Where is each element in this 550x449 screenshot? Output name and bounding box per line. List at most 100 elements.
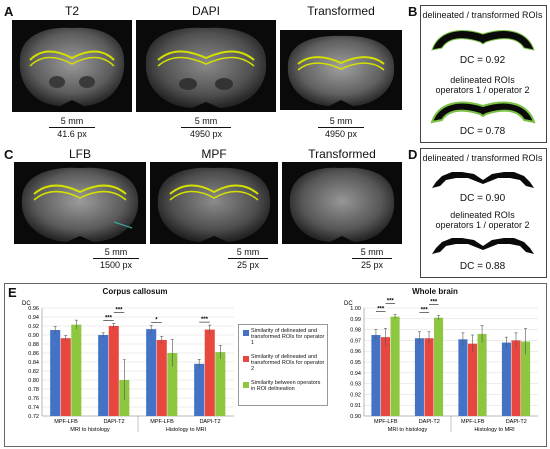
panel-e-box xyxy=(4,283,547,447)
y-tick-label: 0.80 xyxy=(28,378,39,384)
y-tick-label: 0.91 xyxy=(350,403,361,409)
y-tick-label: 0.99 xyxy=(350,317,361,323)
group-label: Histology to MRI xyxy=(166,427,207,433)
y-tick-label: 0.92 xyxy=(28,324,39,330)
panel-b-text-1: delineated / transformed ROIs xyxy=(422,10,543,20)
panel-a-transformed-image xyxy=(280,30,402,110)
bar xyxy=(60,338,71,416)
y-tick-label: 0.96 xyxy=(350,349,361,355)
y-tick-label: 0.95 xyxy=(350,360,361,366)
panel-d-dc-1: DC = 0.90 xyxy=(459,193,506,204)
x-tick-label: DAPI-T2 xyxy=(419,419,440,425)
panel-c-transformed-image xyxy=(282,162,402,244)
y-tick-label: 0.92 xyxy=(350,392,361,398)
bar xyxy=(71,324,82,416)
bar xyxy=(477,333,487,416)
x-tick-label: MPF-LFB xyxy=(54,419,78,425)
panel-b-dc-2: DC = 0.78 xyxy=(459,126,506,137)
bar xyxy=(380,337,391,416)
scale-px: 4950 px xyxy=(189,129,223,139)
scale-px: 4950 px xyxy=(324,129,358,139)
chart-corpus-callosum: DC 0.72 0.74 0.76 0.78 0.80 0.82 0.84 0.86 0.88 0.… xyxy=(22,301,234,433)
bar xyxy=(146,329,157,416)
bar xyxy=(215,352,226,416)
scale-mm: 5 mm xyxy=(329,116,353,126)
panel-c-mpf-image xyxy=(150,162,278,244)
panel-d-text-2a: delineated ROIs xyxy=(450,210,515,220)
chart-legend: Similarity of delineated and transformed… xyxy=(238,324,328,406)
significance-label: *** xyxy=(105,315,113,321)
scale-px: 25 px xyxy=(236,260,260,270)
panel-a-label: A xyxy=(4,4,14,19)
legend-text-2: Similarity of delineated and transformed… xyxy=(251,354,325,372)
y-tick-label: 0.82 xyxy=(28,369,39,375)
bar xyxy=(467,343,478,416)
x-tick-label: MPF-LFB xyxy=(150,419,174,425)
bar xyxy=(371,335,381,416)
bar xyxy=(156,339,167,416)
panel-d-roi-shape-2 xyxy=(432,238,534,254)
scale-mm: 5 mm xyxy=(360,247,384,257)
y-tick-label: 0.97 xyxy=(350,338,361,344)
significance-label: * xyxy=(155,318,158,324)
bar xyxy=(167,353,178,416)
group-label: MRI to histology xyxy=(388,427,428,433)
bar xyxy=(50,330,61,416)
panel-a-title-1: T2 xyxy=(64,4,79,18)
significance-label: *** xyxy=(387,298,395,304)
y-tick-label: 0.93 xyxy=(350,382,361,388)
legend-text-1: Similarity of delineated and transformed… xyxy=(251,328,325,346)
x-tick-label: MPF-LFB xyxy=(461,419,485,425)
panel-b-text-2a: delineated ROIs xyxy=(450,75,515,85)
panel-b-text-2b: operators 1 / operator 2 xyxy=(435,85,530,95)
scale-mm: 5 mm xyxy=(236,247,260,257)
scale-bar xyxy=(228,258,268,259)
scale-bar xyxy=(93,258,139,259)
panel-c-title-2: MPF xyxy=(201,147,227,161)
y-tick-label: 0.86 xyxy=(28,351,39,357)
panel-c-title-3: Transformed xyxy=(308,147,376,161)
y-tick-label: 0.84 xyxy=(28,360,39,366)
chart-whole-brain: DC 0.90 0.91 0.92 0.93 0.94 0.95 0.96 0.97 0.98 0.… xyxy=(344,298,538,433)
y-tick-label: 0.90 xyxy=(28,333,39,339)
significance-label: *** xyxy=(377,306,385,312)
scale-mm: 5 mm xyxy=(60,116,84,126)
y-tick-label: 0.94 xyxy=(28,315,39,321)
panel-d-box xyxy=(420,148,547,278)
y-tick-label: 0.94 xyxy=(350,371,361,377)
scale-bar xyxy=(49,127,95,128)
panel-b-label: B xyxy=(408,4,418,19)
bar xyxy=(390,316,400,416)
x-tick-label: DAPI-T2 xyxy=(506,419,527,425)
panel-c-scale-2: 5 mm 25 px xyxy=(218,247,278,270)
bar xyxy=(458,339,468,416)
significance-label: *** xyxy=(201,317,209,323)
scale-mm: 5 mm xyxy=(194,116,218,126)
y-tick-label: 1.00 xyxy=(350,306,361,312)
scale-px: 1500 px xyxy=(99,260,133,270)
bar xyxy=(511,340,521,416)
panel-c-label: C xyxy=(4,147,14,162)
panel-a-scale-1: 5 mm 41.6 px xyxy=(42,116,102,139)
bar xyxy=(521,341,531,416)
y-tick-label: 0.88 xyxy=(28,342,39,348)
panel-c-title-1: LFB xyxy=(68,147,91,161)
legend-swatch-2 xyxy=(243,356,249,362)
bar xyxy=(414,338,424,416)
panel-d-roi-shape-1 xyxy=(432,172,534,188)
panel-d-text-1: delineated / transformed ROIs xyxy=(422,153,543,163)
scale-bar xyxy=(352,258,392,259)
x-tick-label: DAPI-T2 xyxy=(103,419,124,425)
panel-c-lfb-image xyxy=(14,162,146,244)
y-tick-label: 0.78 xyxy=(28,387,39,393)
bar xyxy=(108,326,119,416)
panel-a-title-2: DAPI xyxy=(191,4,220,18)
chart-1-title: Corpus callosum xyxy=(102,287,168,296)
scale-mm: 5 mm xyxy=(104,247,128,257)
group-label: Histology to MRI xyxy=(474,427,515,433)
bar xyxy=(194,363,205,416)
panel-b-roi-shape-2 xyxy=(430,101,536,124)
panel-d-text-2b: operators 1 / operator 2 xyxy=(435,220,530,230)
legend-swatch-3 xyxy=(243,382,249,388)
bar xyxy=(434,317,444,416)
